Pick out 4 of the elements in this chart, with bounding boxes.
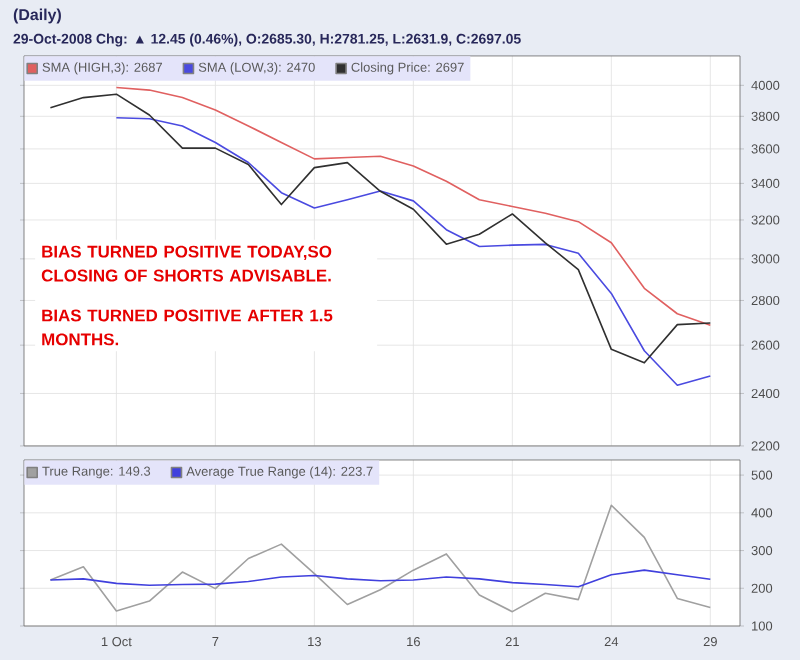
annotation: BIAS TURNED POSITIVE TODAY,SO CLOSING OF SHORTS ADVISABLE. — [41, 245, 332, 282]
annotation: BIAS TURNED POSITIVE AFTER 1.5 MONTHS. — [42, 309, 333, 346]
line-series — [49, 569, 712, 588]
line-series — [49, 504, 712, 613]
